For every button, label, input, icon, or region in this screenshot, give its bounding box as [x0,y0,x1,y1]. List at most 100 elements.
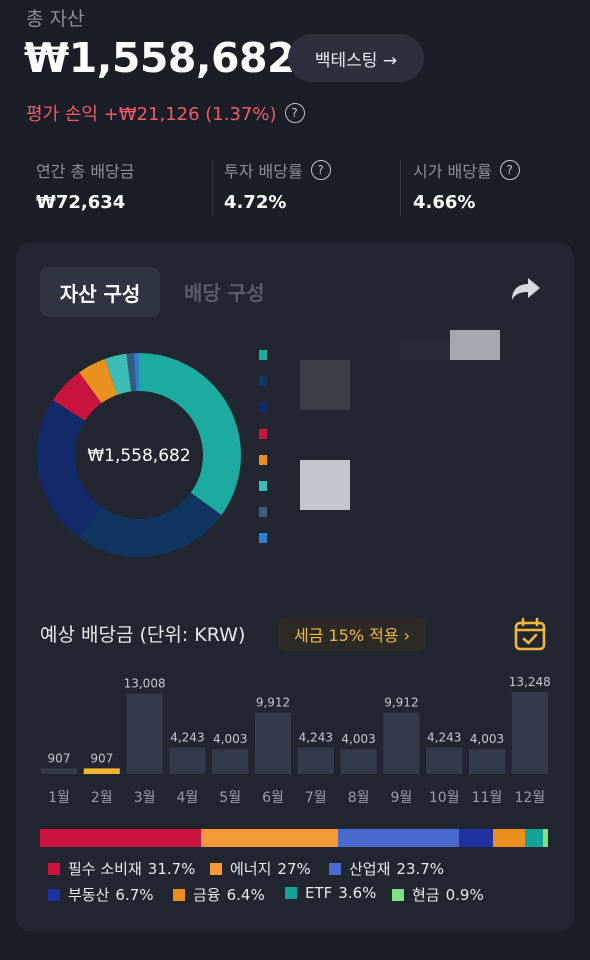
bar-7월[interactable] [297,747,334,774]
sector-segment-3 [458,829,493,847]
pnl-text: 평가 손익 +₩21,126 (1.37%) [26,104,277,125]
stat-invest-yield: 투자 배당률? 4.72% [224,158,331,218]
asset-donut-chart: ₩1,558,682 [37,353,241,557]
sector-name: 에너지 [230,860,272,878]
sector-swatch [173,888,185,901]
redacted-block [450,330,500,360]
month-label: 12월 [514,790,545,806]
sector-name: 금융 [193,886,221,904]
sector-name: ETF [305,884,333,902]
bar-value-label: 4,243 [299,731,333,745]
donut-segment-7 [37,353,241,557]
redacted-block [300,460,350,510]
month-label: 10월 [429,790,460,806]
sector-name: 현금 [412,886,440,904]
month-label: 5월 [219,790,241,806]
sector-swatch [48,862,60,875]
sector-segment-1 [201,829,339,847]
bar-1월[interactable] [41,768,77,774]
bar-8월[interactable] [340,749,377,774]
legend-swatch-5 [259,481,267,491]
sector-swatch [329,862,341,875]
sector-legend-item: 현금 0.9% [392,884,484,905]
backtest-button[interactable]: 백테스팅 → [288,34,424,82]
sector-name: 부동산 [68,886,110,904]
legend-swatch-3 [259,428,267,439]
bar-value-label: 9,912 [256,696,290,710]
total-assets-value: ₩1,558,682 [24,34,296,82]
sector-segment-2 [338,829,459,847]
tab-asset-composition[interactable]: 자산 구성 [40,267,160,317]
calendar-icon[interactable] [514,617,546,651]
stat-label-text: 투자 배당률 [224,162,303,181]
bar-value-label: 907 [90,751,113,765]
stat-market-yield: 시가 배당률? 4.66% [413,158,520,218]
help-icon[interactable]: ? [310,160,331,180]
sector-bar [40,829,548,847]
share-icon[interactable] [508,274,542,304]
bar-value-label: 9,912 [384,696,418,710]
sector-pct: 23.7% [396,859,445,878]
bar-value-label: 907 [48,751,71,765]
tax-badge[interactable]: 세금 15% 적용 › [278,617,426,651]
sector-segment-4 [492,829,526,847]
donut-center-value: ₩1,558,682 [87,446,190,466]
sector-pct: 31.7% [147,859,196,878]
bar-4월[interactable] [169,747,206,774]
sector-pct: 27% [277,859,311,878]
sector-swatch [285,887,297,899]
redacted-block [300,360,350,410]
stat-label: 시가 배당률? [413,158,520,182]
sector-swatch [48,888,60,901]
bar-value-label: 4,243 [170,731,204,745]
stat-divider [400,160,401,216]
sector-pct: 3.6% [338,884,377,902]
bar-12월[interactable] [511,692,548,774]
bar-11월[interactable] [469,749,505,774]
sector-pct: 0.9% [445,885,484,904]
month-label: 2월 [91,790,113,806]
month-label: 7월 [305,790,327,806]
month-label: 9월 [391,790,413,806]
bar-value-label: 4,003 [470,732,504,746]
donut-segment-1 [37,353,241,557]
sector-swatch [210,862,222,875]
monthly-dividend-chart: 907 1월 907 2월 13,008 3월 4,243 4월 4,003 5월 9,912 6월 4… [41,675,551,806]
expected-dividend-title: 예상 배당금 (단위: KRW) [40,624,246,646]
pnl-row: 평가 손익 +₩21,126 (1.37%) ? [26,100,305,126]
bar-value-label: 4,243 [427,731,461,745]
bar-value-label: 13,248 [509,675,551,689]
month-label: 11월 [472,790,503,806]
month-label: 4월 [177,790,199,806]
legend-swatch-2 [259,402,267,413]
bar-6월[interactable] [255,712,291,774]
legend-swatch-0 [259,350,267,360]
month-label: 3월 [134,790,156,806]
bar-value-label: 4,003 [341,732,375,746]
sector-segment-0 [40,829,202,847]
stat-label: 투자 배당률? [224,158,331,182]
legend-swatch-4 [259,454,267,465]
bar-3월[interactable] [126,693,163,774]
sector-pct: 6.7% [115,885,154,904]
help-icon[interactable]: ? [499,160,520,180]
legend-swatch-7 [259,533,267,544]
stat-value: 4.72% [224,192,287,213]
stat-value: ₩72,634 [36,192,126,213]
sector-segment-5 [525,829,544,847]
bar-value-label: 4,003 [213,732,247,746]
bar-value-label: 13,008 [124,676,166,690]
sector-pct: 6.4% [226,885,265,904]
tab-dividend-composition[interactable]: 배당 구성 [184,281,265,305]
bar-5월[interactable] [212,749,249,774]
bar-9월[interactable] [383,712,420,774]
bar-2월[interactable] [83,768,120,774]
sector-legend-item: 에너지 27% [210,858,311,879]
legend-swatch-1 [259,376,267,387]
sector-legend-item: 금융 6.4% [173,884,265,905]
help-icon[interactable]: ? [284,103,305,123]
month-label: 8월 [348,790,370,806]
bar-10월[interactable] [426,747,463,774]
stat-label-text: 연간 총 배당금 [36,162,135,181]
donut-segment-2 [37,353,241,557]
